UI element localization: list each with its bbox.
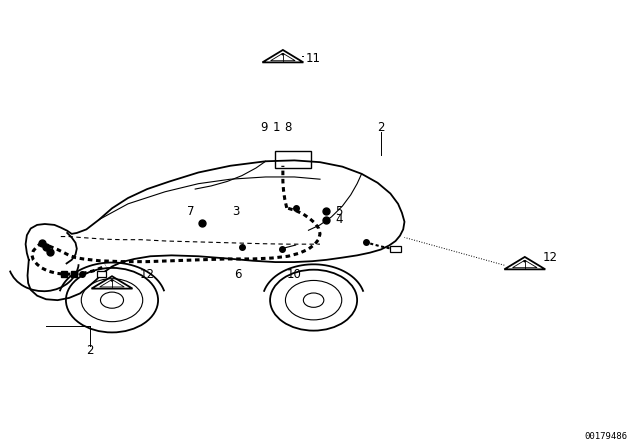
Text: 6: 6 [234, 267, 242, 281]
Text: 10: 10 [287, 267, 302, 281]
Text: 3: 3 [232, 205, 239, 218]
Text: 12: 12 [543, 251, 558, 264]
Text: 9: 9 [260, 121, 268, 134]
Text: 2: 2 [377, 121, 385, 134]
Text: 00179486: 00179486 [584, 432, 627, 441]
Text: 7: 7 [187, 205, 195, 218]
Text: 1: 1 [273, 121, 280, 134]
Circle shape [282, 53, 284, 55]
Circle shape [524, 260, 526, 262]
Text: 11: 11 [306, 52, 321, 65]
FancyBboxPatch shape [97, 271, 106, 277]
Text: 2: 2 [86, 344, 93, 357]
Text: 4: 4 [335, 213, 343, 226]
Text: 12: 12 [140, 267, 155, 281]
Text: 5: 5 [335, 205, 343, 218]
FancyBboxPatch shape [390, 246, 401, 252]
Text: 8: 8 [284, 121, 292, 134]
Circle shape [111, 280, 113, 281]
